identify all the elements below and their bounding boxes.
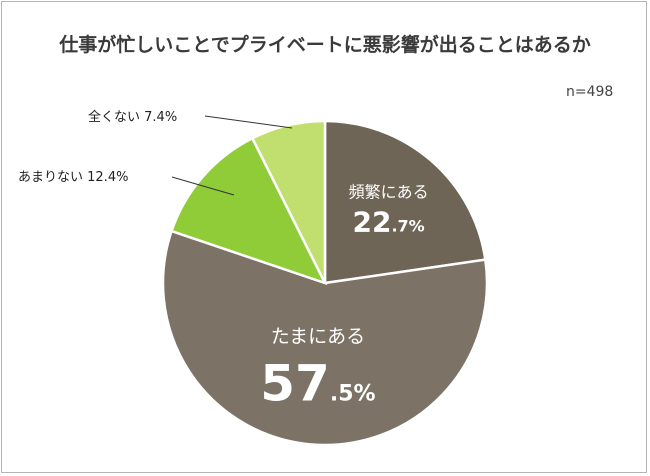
slice-label: 頻繁にある: [349, 182, 429, 201]
slice-percentage: 22.7%: [352, 205, 424, 238]
pie-slice: [323, 119, 487, 285]
pie-slice: [250, 119, 327, 284]
slice-label: 全くない 7.4%: [88, 109, 177, 125]
pie-slice: [169, 136, 328, 286]
slice-percentage: 57.5%: [260, 354, 375, 412]
pie-slice: [161, 229, 489, 447]
leader-line: [204, 115, 293, 129]
slice-label: たまにある: [271, 325, 365, 347]
leader-line: [171, 176, 235, 196]
slice-label: あまりない 12.4%: [18, 170, 128, 185]
sample-size-label: n=498: [566, 84, 614, 100]
chart-title: 仕事が忙しいことでプライベートに悪影響が出ることはあるか: [59, 34, 591, 56]
